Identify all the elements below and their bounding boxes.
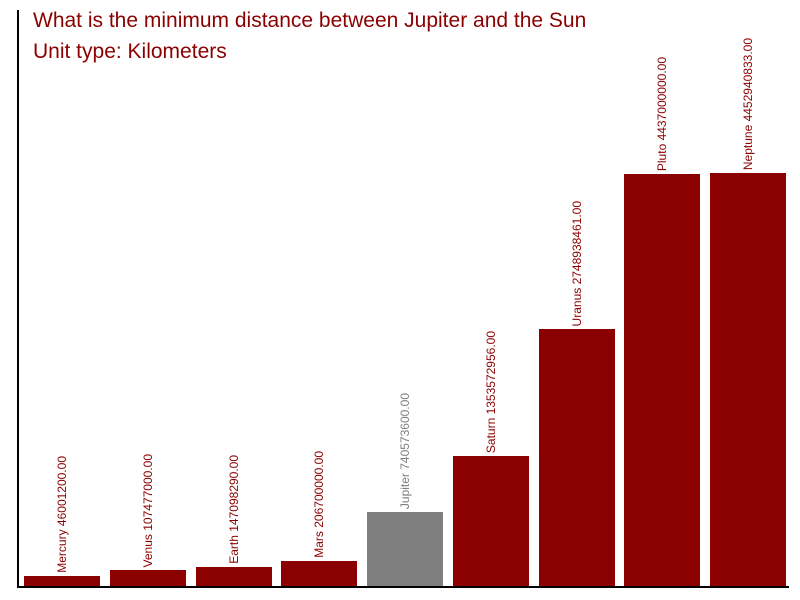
x-axis-line [17, 586, 789, 588]
bar-label-uranus: Uranus 2748938461.00 [570, 200, 584, 326]
bar-label-jupiter: Jupiter 740573600.00 [398, 392, 412, 509]
chart-title: What is the minimum distance between Jup… [33, 9, 587, 32]
bar-saturn [453, 456, 529, 586]
bar-label-saturn: Saturn 1353572956.00 [484, 330, 498, 453]
bar-label-neptune: Neptune 4452940833.00 [741, 37, 755, 170]
bar-mars [281, 561, 357, 586]
bar-label-venus: Venus 107477000.00 [141, 453, 155, 567]
bar-neptune [710, 173, 786, 586]
y-axis-line [17, 10, 19, 586]
bar-label-mars: Mars 206700000.00 [312, 451, 326, 558]
bar-uranus [539, 329, 615, 586]
bar-label-earth: Earth 147098290.00 [227, 455, 241, 564]
bar-mercury [24, 576, 100, 586]
bar-jupiter [367, 512, 443, 586]
bar-venus [110, 570, 186, 586]
bar-label-mercury: Mercury 46001200.00 [55, 456, 69, 573]
chart-header: What is the minimum distance between Jup… [33, 5, 586, 67]
bar-label-pluto: Pluto 4437000000.00 [655, 56, 669, 171]
bar-pluto [624, 174, 700, 586]
chart-subtitle: Unit type: Kilometers [33, 40, 227, 63]
bar-earth [196, 567, 272, 586]
